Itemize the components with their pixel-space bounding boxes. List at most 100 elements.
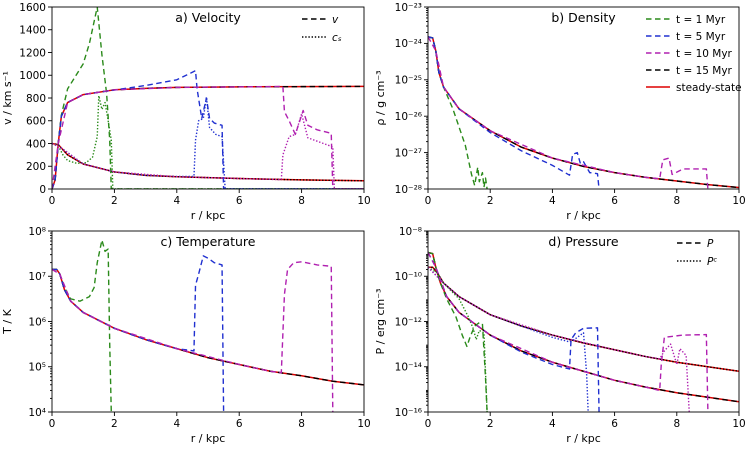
panel-title: d) Pressure bbox=[548, 234, 618, 249]
series-t-15-myr-c bbox=[52, 142, 364, 182]
legend-label: cₛ bbox=[332, 32, 342, 44]
x-tick-label: 2 bbox=[111, 418, 118, 430]
series-steady-state-c bbox=[52, 142, 364, 182]
y-tick-label: 10⁻²³ bbox=[395, 2, 422, 14]
series-t-5-myr-p bbox=[428, 252, 600, 412]
y-tick-label: 1200 bbox=[19, 47, 46, 59]
x-axis-label: r / kpc bbox=[566, 209, 601, 222]
legend-label: t = 5 Myr bbox=[676, 31, 726, 43]
axes-frame bbox=[51, 230, 365, 413]
legend-label: v bbox=[332, 14, 339, 26]
x-tick-label: 0 bbox=[425, 418, 432, 430]
series-t-10-myr bbox=[428, 36, 709, 189]
series-t-10-myr-c bbox=[52, 113, 364, 189]
x-tick-label: 4 bbox=[173, 195, 180, 207]
y-tick-label: 1000 bbox=[19, 70, 46, 82]
series-t-15-myr bbox=[52, 268, 364, 386]
series-t-10-myr-pc bbox=[428, 266, 690, 412]
series-group bbox=[428, 251, 739, 412]
y-tick-label: 10⁻²⁶ bbox=[395, 111, 422, 123]
x-tick-label: 4 bbox=[549, 418, 556, 430]
x-tick-label: 4 bbox=[173, 418, 180, 430]
series-steady-state-p bbox=[428, 251, 739, 403]
x-tick-label: 4 bbox=[549, 195, 556, 207]
y-tick-label: 0 bbox=[39, 184, 46, 196]
y-tick-label: 600 bbox=[26, 116, 46, 128]
series-group bbox=[52, 7, 364, 189]
series-t-15-myr-pc bbox=[428, 266, 739, 372]
series-t-15-myr bbox=[428, 36, 739, 189]
y-tick-label: 200 bbox=[26, 161, 46, 173]
x-tick-label: 6 bbox=[236, 418, 243, 430]
panel-a: 0 2 4 6 8 10 0 200 400 600 800 1000 1200 1400 1600 r / … bbox=[1, 2, 371, 222]
x-tick-label: 8 bbox=[298, 195, 305, 207]
y-tick-label: 10⁻¹⁰ bbox=[395, 271, 422, 283]
series-t-5-myr-pc bbox=[428, 266, 589, 412]
axes-frame bbox=[427, 230, 740, 413]
x-tick-label: 0 bbox=[49, 418, 56, 430]
legend-label: Pᶜ bbox=[707, 256, 717, 268]
x-tick-label: 8 bbox=[298, 418, 305, 430]
y-tick-label: 10⁵ bbox=[28, 362, 46, 374]
series-group bbox=[52, 239, 364, 412]
y-tick-label: 10⁷ bbox=[28, 271, 46, 283]
axes-frame bbox=[427, 6, 740, 190]
x-tick-label: 8 bbox=[673, 195, 680, 207]
series-t-10-myr bbox=[52, 261, 334, 412]
x-axis-label: r / kpc bbox=[191, 209, 226, 222]
y-axis-label: P / erg cm⁻³ bbox=[374, 289, 387, 355]
series-t-1-myr-pc bbox=[428, 266, 488, 412]
series-steady-state-pc bbox=[428, 266, 739, 373]
legend: P Pᶜ bbox=[677, 238, 717, 268]
legend-label: t = 10 Myr bbox=[676, 48, 733, 60]
x-tick-label: 10 bbox=[732, 418, 745, 430]
panel-title: c) Temperature bbox=[161, 234, 256, 249]
y-tick-label: 10⁻²⁴ bbox=[395, 38, 422, 50]
y-tick-label: 1600 bbox=[19, 2, 46, 14]
series-t-5-myr-c bbox=[52, 96, 364, 189]
x-tick-label: 8 bbox=[673, 418, 680, 430]
y-axis-label: T / K bbox=[1, 308, 14, 334]
series-group bbox=[428, 36, 739, 189]
series-t-5-myr-v bbox=[52, 69, 364, 189]
y-tick-label: 1400 bbox=[19, 25, 46, 37]
legend-label: t = 15 Myr bbox=[676, 65, 733, 77]
x-tick-label: 0 bbox=[425, 195, 432, 207]
y-tick-label: 800 bbox=[26, 93, 46, 105]
series-t-15-myr-v bbox=[52, 85, 364, 189]
x-tick-label: 0 bbox=[49, 195, 56, 207]
legend-label: steady-state bbox=[676, 82, 742, 94]
x-tick-label: 6 bbox=[236, 195, 243, 207]
series-t-1-myr bbox=[52, 239, 112, 412]
y-tick-label: 400 bbox=[26, 138, 46, 150]
x-axis-label: r / kpc bbox=[191, 432, 226, 445]
legend: t = 1 Myr t = 5 Myr t = 10 Myr t = 15 Myr st… bbox=[646, 14, 742, 94]
legend-label: P bbox=[707, 238, 714, 250]
y-tick-label: 10⁻²⁷ bbox=[395, 147, 422, 159]
y-tick-label: 10⁻⁸ bbox=[399, 226, 422, 238]
y-tick-label: 10⁻¹² bbox=[395, 316, 422, 328]
x-tick-label: 6 bbox=[611, 418, 618, 430]
y-tick-label: 10⁻²⁸ bbox=[395, 184, 422, 196]
panel-d: 0 2 4 6 8 10 10⁻¹⁶ 10⁻¹⁴ 10⁻¹² 10⁻¹⁰ 10⁻⁸ r / kpc P … bbox=[374, 226, 746, 445]
x-tick-label: 10 bbox=[357, 418, 370, 430]
panel-b: 0 2 4 6 8 10 10⁻²⁸ 10⁻²⁷ 10⁻²⁶ 10⁻²⁵ 10⁻²⁴ 10⁻²³ r /… bbox=[374, 2, 746, 222]
y-tick-label: 10⁻²⁵ bbox=[395, 75, 422, 87]
legend: v cₛ bbox=[302, 14, 342, 44]
series-steady-state-v bbox=[52, 85, 364, 189]
y-axis-label: ρ / g cm⁻³ bbox=[374, 70, 387, 125]
x-tick-label: 2 bbox=[487, 418, 494, 430]
x-tick-label: 6 bbox=[611, 195, 618, 207]
series-t-1-myr-c bbox=[52, 95, 364, 189]
y-tick-label: 10⁴ bbox=[28, 407, 46, 419]
y-axis-label: v / km s⁻¹ bbox=[1, 71, 14, 125]
x-tick-label: 2 bbox=[111, 195, 118, 207]
series-t-15-myr-p bbox=[428, 251, 739, 403]
x-tick-label: 2 bbox=[487, 195, 494, 207]
legend-label: t = 1 Myr bbox=[676, 14, 726, 26]
series-t-10-myr-p bbox=[428, 252, 709, 412]
series-t-10-myr-v bbox=[52, 85, 364, 189]
series-steady-state bbox=[52, 268, 364, 386]
panel-title: b) Density bbox=[551, 10, 616, 25]
